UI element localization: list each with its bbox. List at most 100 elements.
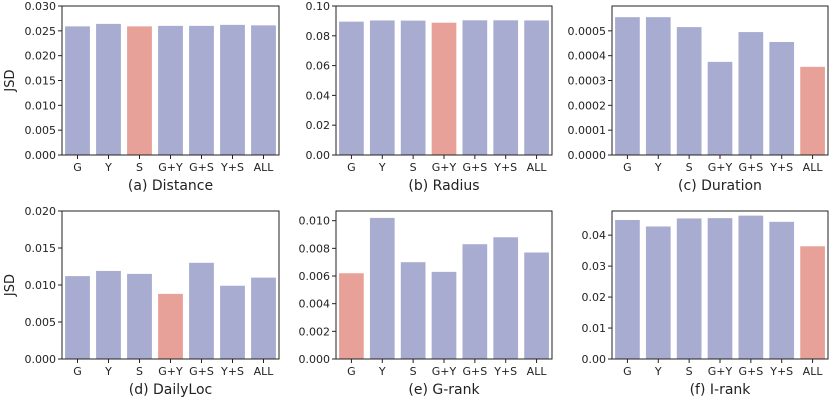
x-tick-label: G	[623, 365, 632, 378]
x-tick-label: ALL	[527, 365, 548, 378]
x-tick-label: G	[73, 365, 82, 378]
x-tick-label: G+S	[462, 365, 487, 378]
subplot-title: (f) I-rank	[690, 382, 752, 398]
bar-g	[65, 26, 90, 155]
bar-g-plus-s	[189, 262, 214, 359]
bar-y-plus-s	[220, 285, 245, 359]
bar-g-plus-y	[431, 22, 457, 155]
x-tick-label: G+S	[738, 365, 763, 378]
x-tick-label: Y	[104, 161, 112, 174]
x-tick-label: G	[347, 161, 356, 174]
x-tick-label: ALL	[803, 365, 824, 378]
subplot-title: (a) Distance	[128, 178, 213, 194]
bar-g	[615, 219, 640, 359]
plot-frame	[335, 5, 553, 156]
x-tick-label: G+S	[462, 161, 487, 174]
y-tick-label: 0.002	[299, 325, 331, 338]
y-axis-title: JSD	[3, 69, 18, 92]
x-tick-label: Y+S	[769, 161, 793, 174]
y-tick-label: 0.025	[25, 25, 57, 38]
bar-y-plus-s	[493, 237, 519, 359]
x-tick-label: ALL	[803, 161, 824, 174]
chart-4: G Y S G+Y G+S Y+S ALL 0.000 0.005 0.010 0.015 0.020…	[3, 205, 280, 398]
y-tick-label: 0.03	[582, 260, 607, 273]
x-tick-label: Y+S	[220, 161, 244, 174]
y-tick-label: 0.01	[582, 322, 607, 335]
x-tick-label: G+Y	[708, 161, 733, 174]
bar-g-plus-y	[158, 293, 183, 359]
chart-2: G Y S G+Y G+S Y+S ALL 0.00 0.02 0.04 0.06 0.08 0.10 (…	[306, 0, 553, 194]
x-tick-label: Y+S	[493, 161, 517, 174]
x-tick-label: S	[686, 161, 693, 174]
y-tick-label: 0.015	[25, 75, 57, 88]
y-tick-label: 0.005	[25, 124, 57, 137]
y-tick-label: 0.0004	[568, 50, 607, 63]
x-tick-label: Y	[378, 161, 386, 174]
bar-g-plus-s	[462, 244, 488, 359]
x-tick-label: G+Y	[432, 161, 457, 174]
subplot-title: (e) G-rank	[408, 382, 480, 398]
x-tick-label: G+S	[189, 161, 214, 174]
y-tick-label: 0.010	[25, 279, 57, 292]
bar-s	[400, 20, 426, 155]
bar-y	[96, 23, 121, 155]
y-tick-label: 0.02	[306, 119, 331, 132]
bar-g	[615, 17, 640, 156]
plot-frame	[611, 210, 829, 360]
x-tick-label: G	[73, 161, 82, 174]
x-tick-label: S	[136, 365, 143, 378]
y-tick-label: 0.00	[582, 353, 607, 366]
plot-frame	[61, 5, 280, 156]
plot-frame	[611, 5, 829, 156]
chart-6: G Y S G+Y G+S Y+S ALL 0.00 0.01 0.02 0.03 0.04 (f) I…	[582, 210, 829, 398]
x-tick-label: G+Y	[158, 365, 183, 378]
x-tick-label: Y+S	[220, 365, 244, 378]
y-tick-label: 0.0005	[568, 25, 607, 38]
bar-y	[369, 20, 395, 156]
plot-frame	[335, 210, 553, 360]
y-tick-label: 0.020	[25, 205, 57, 218]
x-tick-label: ALL	[254, 365, 275, 378]
y-tick-label: 0.000	[25, 149, 57, 162]
bar-g-plus-y	[431, 271, 457, 359]
y-tick-label: 0.030	[25, 0, 57, 13]
y-tick-label: 0.005	[25, 316, 57, 329]
x-tick-label: ALL	[254, 161, 275, 174]
y-tick-label: 0.000	[25, 353, 57, 366]
bar-g-plus-s	[462, 20, 488, 155]
x-tick-label: Y	[104, 365, 112, 378]
x-tick-label: Y	[654, 161, 662, 174]
chart-3: G Y S G+Y G+S Y+S ALL 0.0000 0.0001 0.0002 0.0003 0…	[568, 5, 829, 194]
y-tick-label: 0.010	[299, 215, 331, 228]
bar-g-plus-y	[707, 218, 733, 359]
bar-g	[339, 273, 364, 359]
subplot-title: (b) Radius	[408, 178, 479, 194]
x-tick-label: ALL	[527, 161, 548, 174]
bar-y-plus-s	[220, 24, 245, 156]
y-tick-label: 0.04	[306, 89, 331, 102]
bar-s	[400, 262, 426, 359]
bar-s	[676, 218, 702, 359]
bar-s	[127, 26, 152, 155]
bar-y-plus-s	[769, 42, 795, 156]
subplot-title: (c) Duration	[678, 178, 762, 194]
bar-all	[524, 20, 549, 156]
x-tick-label: Y	[654, 365, 662, 378]
x-tick-label: G+S	[738, 161, 763, 174]
x-tick-label: G+Y	[158, 161, 183, 174]
y-tick-label: 0.00	[306, 149, 331, 162]
x-tick-label: S	[136, 161, 143, 174]
x-tick-label: S	[686, 365, 693, 378]
y-tick-label: 0.10	[306, 0, 331, 13]
x-tick-label: Y+S	[493, 365, 517, 378]
bar-s	[676, 27, 702, 155]
y-tick-label: 0.000	[299, 353, 331, 366]
bar-y	[645, 17, 671, 156]
y-tick-label: 0.004	[299, 298, 331, 311]
chart-1: G Y S G+Y G+S Y+S ALL 0.000 0.005 0.010 0.015 0.020…	[3, 0, 280, 194]
y-tick-label: 0.015	[25, 242, 57, 255]
y-tick-label: 0.0001	[568, 124, 607, 137]
bar-y	[96, 270, 121, 359]
bar-all	[800, 246, 825, 359]
